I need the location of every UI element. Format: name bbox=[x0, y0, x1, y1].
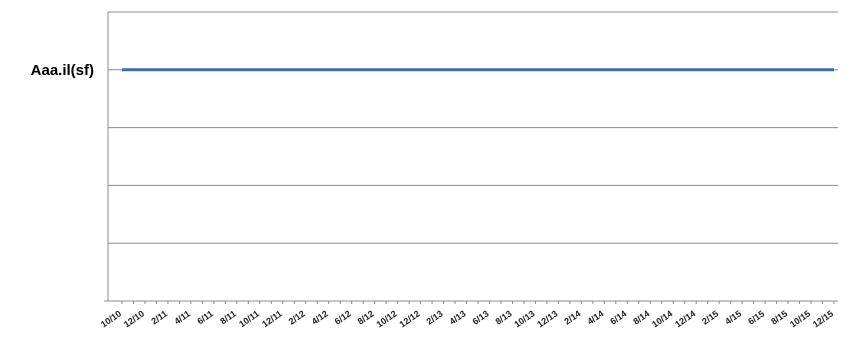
x-tick-label: 12/12 bbox=[398, 308, 422, 329]
x-tick-label: 12/10 bbox=[122, 308, 146, 329]
x-tick-label: 4/11 bbox=[172, 308, 192, 326]
x-tick-label: 8/14 bbox=[631, 308, 651, 326]
x-tick-label: 10/10 bbox=[99, 308, 123, 329]
x-tick-label: 2/14 bbox=[562, 308, 582, 326]
x-tick-label: 10/13 bbox=[512, 308, 536, 329]
x-tick-label: 12/11 bbox=[260, 308, 284, 329]
x-tick-label: 8/12 bbox=[356, 308, 376, 326]
x-tick-label: 6/11 bbox=[195, 308, 215, 326]
x-tick-label: 6/13 bbox=[471, 308, 491, 326]
x-tick-label: 2/15 bbox=[700, 308, 720, 326]
x-axis-ticks bbox=[104, 300, 835, 304]
x-tick-label: 4/12 bbox=[310, 308, 330, 326]
x-tick-label: 6/12 bbox=[333, 308, 353, 326]
x-tick-label: 4/15 bbox=[723, 308, 743, 326]
y-axis-rating-label: Aaa.il(sf) bbox=[31, 62, 94, 79]
x-tick-label: 8/13 bbox=[494, 308, 514, 326]
x-tick-label: 2/12 bbox=[287, 308, 307, 326]
x-tick-label: 4/14 bbox=[585, 308, 605, 326]
x-tick-label: 6/15 bbox=[746, 308, 766, 326]
x-tick-label: 12/13 bbox=[535, 308, 559, 329]
x-tick-label: 10/15 bbox=[788, 308, 812, 329]
grid-lines bbox=[108, 11, 838, 244]
x-tick-label: 6/14 bbox=[608, 308, 628, 326]
x-tick-label: 2/13 bbox=[425, 308, 445, 326]
x-tick-label: 8/11 bbox=[218, 308, 238, 326]
x-tick-label: 10/12 bbox=[375, 308, 399, 329]
x-tick-label: 10/11 bbox=[237, 308, 261, 329]
x-tick-label: 12/15 bbox=[811, 308, 835, 329]
x-tick-label: 4/13 bbox=[448, 308, 468, 326]
x-tick-label: 10/14 bbox=[650, 308, 674, 329]
x-tick-label: 8/15 bbox=[769, 308, 789, 326]
x-tick-label: 2/11 bbox=[149, 308, 169, 326]
x-tick-label: 12/14 bbox=[673, 308, 697, 329]
